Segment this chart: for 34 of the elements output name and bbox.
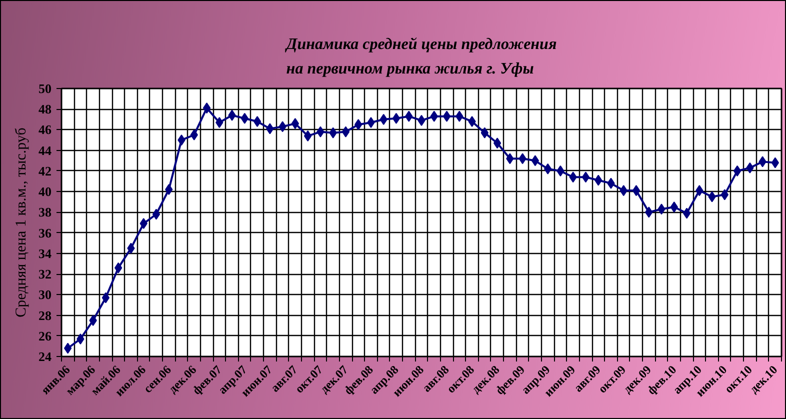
point [493,138,502,149]
point [102,292,110,304]
point [291,118,300,130]
y-tick-label: 42 [38,163,52,178]
point [531,155,540,166]
point [733,165,742,176]
point [342,126,350,138]
y-tick-label: 24 [38,349,52,364]
chart-title: Динамика средней цены предложения на первичном рынка жилья г. Уфы [284,36,557,78]
y-tick-label: 34 [38,246,52,261]
y-tick-label: 46 [38,122,52,138]
y-tick-label: 32 [38,266,52,282]
point [253,116,262,127]
y-tick-label: 40 [38,184,52,200]
point [64,342,72,354]
point [152,208,160,220]
point [202,102,211,114]
point [582,172,590,183]
y-tick-label: 26 [38,328,52,344]
y-tick-label: 28 [38,308,52,323]
y-tick-label: 30 [38,287,52,302]
point [304,130,312,142]
point [544,163,552,174]
point [771,157,780,168]
y-tick-label: 36 [38,225,52,240]
y-tick-label: 48 [38,102,52,117]
point [682,208,691,219]
y-tick-label: 38 [38,204,52,220]
point [442,110,451,122]
point [632,185,640,196]
y-tick-label: 50 [38,81,52,96]
y-axis-title: Средняя цена 1 кв.м., тыс.руб [14,127,30,318]
point [392,112,400,124]
y-tick-label: 44 [38,142,52,158]
